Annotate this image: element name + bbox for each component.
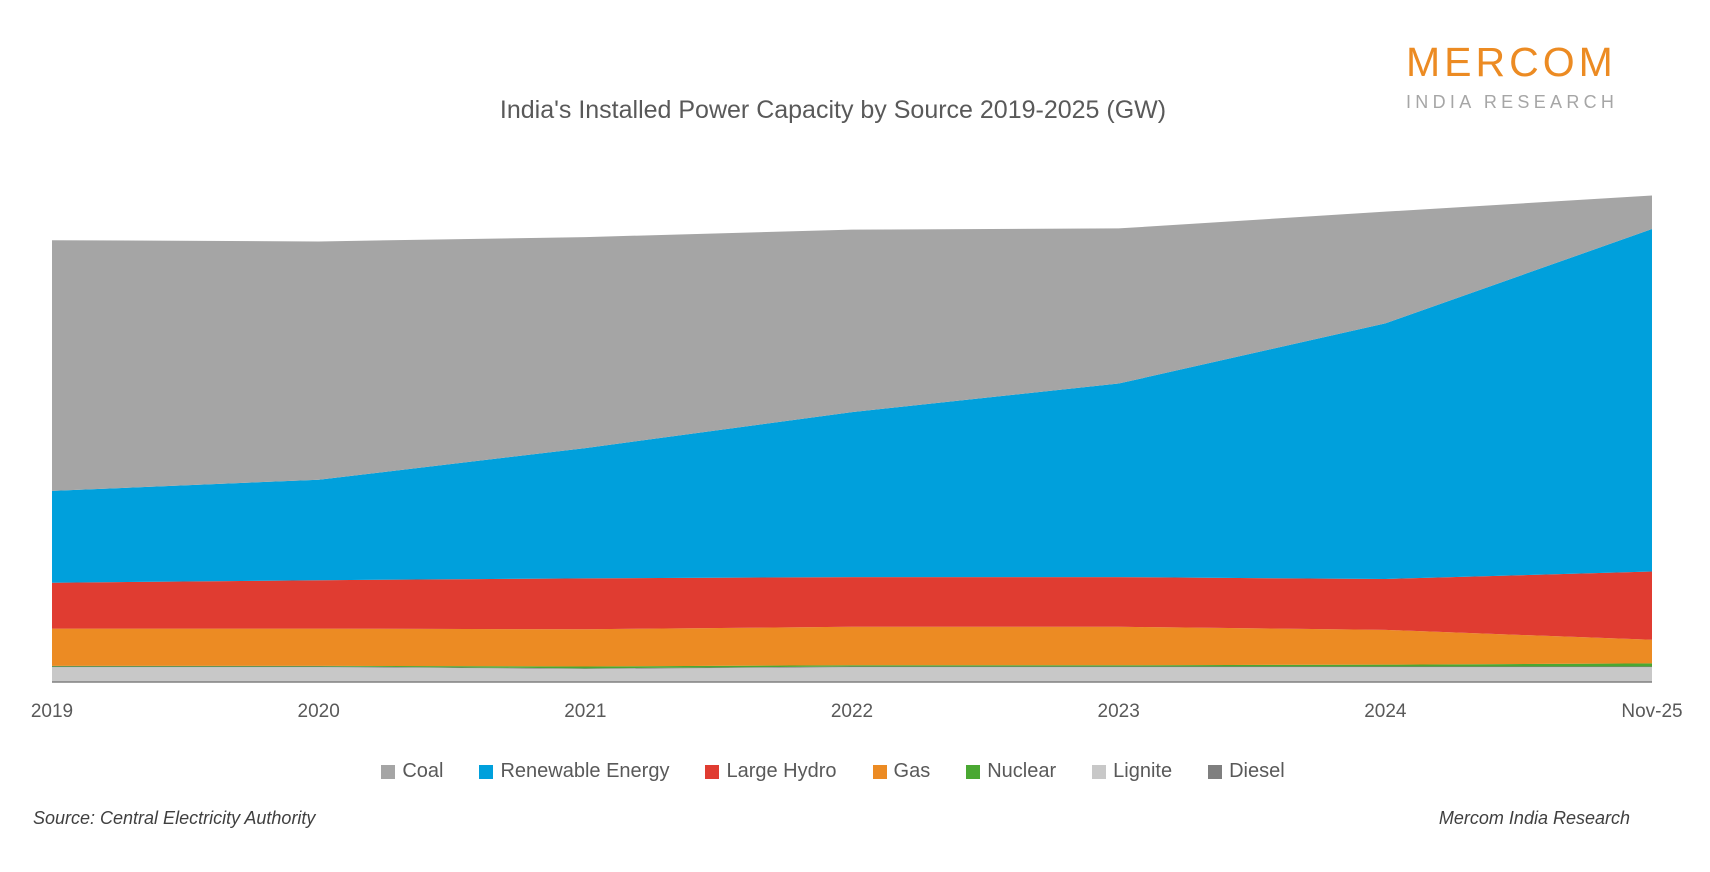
logo-main-text: MERCOM xyxy=(1406,39,1617,85)
legend-item-nuclear: Nuclear xyxy=(966,760,1056,783)
legend-swatch xyxy=(479,764,494,779)
mercom-logo: MERCOM INDIA RESEARCH xyxy=(1406,40,1652,113)
logo-sub-text: INDIA RESEARCH xyxy=(1406,92,1619,112)
legend-swatch xyxy=(872,764,887,779)
credit-note: Mercom India Research xyxy=(1438,808,1630,828)
legend-label: Renewable Energy xyxy=(500,760,670,782)
area-large-hydro xyxy=(52,571,1652,640)
legend-item-lignite: Lignite xyxy=(1092,760,1172,783)
source-note: Source: Central Electricity Authority xyxy=(33,808,316,828)
legend-swatch xyxy=(1208,764,1223,779)
legend-label: Nuclear xyxy=(987,760,1057,782)
legend-swatch xyxy=(966,764,981,779)
legend-swatch xyxy=(1092,764,1107,779)
x-tick-label: Nov-25 xyxy=(1621,701,1682,722)
area-lignite xyxy=(52,667,1652,682)
legend-label: Gas xyxy=(893,760,931,782)
x-tick-label: 2024 xyxy=(1364,701,1407,722)
legend-item-large-hydro: Large Hydro xyxy=(705,760,837,783)
legend-swatch xyxy=(705,764,720,779)
legend-swatch xyxy=(381,764,396,779)
legend-label: Lignite xyxy=(1113,760,1173,782)
legend-item-gas: Gas xyxy=(872,760,931,783)
area-coal xyxy=(52,195,1652,491)
area-gas xyxy=(52,626,1652,667)
x-tick-label: 2019 xyxy=(31,701,73,722)
area-renewable-energy xyxy=(52,229,1652,583)
legend-label: Coal xyxy=(402,760,444,782)
x-tick-label: 2021 xyxy=(564,701,606,722)
legend-item-coal: Coal xyxy=(381,760,443,783)
x-tick-label: 2023 xyxy=(1098,701,1140,722)
legend-label: Diesel xyxy=(1229,760,1285,782)
x-tick-label: 2022 xyxy=(831,701,873,722)
area-nuclear xyxy=(52,663,1652,669)
legend: Coal Renewable Energy Large Hydro Gas Nuclea… xyxy=(0,760,1666,783)
x-tick-label: 2020 xyxy=(298,701,340,722)
area-diesel xyxy=(52,666,1652,669)
legend-item-diesel: Diesel xyxy=(1208,760,1285,783)
chart-title: India's Installed Power Capacity by Sour… xyxy=(499,96,1167,124)
legend-label: Large Hydro xyxy=(726,760,837,782)
legend-item-renewable-energy: Renewable Energy xyxy=(479,760,669,783)
